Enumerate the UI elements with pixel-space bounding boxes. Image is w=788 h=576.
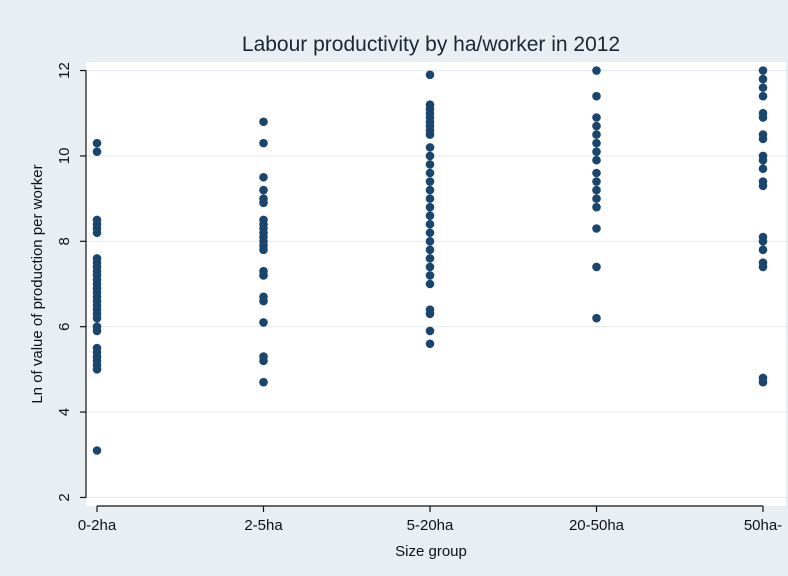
data-point-5-20ha-74 (425, 254, 435, 263)
data-points (92, 66, 768, 455)
data-point-50ha--103 (758, 113, 768, 122)
data-point-2-5ha-45 (259, 271, 268, 280)
data-point-50ha--113 (758, 245, 768, 255)
data-point-50ha--99 (758, 74, 768, 84)
data-point-20-50ha-82 (592, 66, 601, 75)
data-point-2-5ha-31 (259, 138, 268, 148)
data-point-50ha--117 (758, 377, 768, 387)
data-point-5-20ha-81 (425, 339, 435, 349)
y-tick-label-4: 4 (56, 408, 73, 416)
data-point-50ha--98 (758, 66, 768, 75)
x-tick-label-0-2ha: 0-2ha (78, 517, 117, 534)
data-point-5-20ha-80 (425, 326, 435, 336)
data-point-20-50ha-94 (592, 202, 601, 212)
y-tick-label-2: 2 (56, 493, 73, 501)
data-point-20-50ha-86 (592, 130, 601, 139)
data-point-5-20ha-72 (425, 237, 435, 246)
data-point-0-2ha-22 (92, 326, 102, 336)
data-point-2-5ha-35 (259, 198, 268, 208)
data-point-5-20ha-60 (425, 130, 435, 139)
data-point-2-5ha-32 (259, 172, 268, 182)
data-point-2-5ha-47 (259, 296, 268, 306)
x-axis-label: Size group (395, 543, 467, 560)
data-point-50ha--108 (758, 164, 768, 174)
data-point-0-2ha-0 (92, 138, 102, 148)
data-point-20-50ha-96 (592, 262, 601, 272)
data-point-50ha--112 (758, 237, 768, 246)
data-point-0-2ha-1 (92, 147, 102, 156)
x-tick-label-20-50ha: 20-50ha (569, 517, 625, 534)
data-point-5-20ha-76 (425, 271, 435, 280)
data-point-5-20ha-71 (425, 228, 435, 238)
data-point-0-2ha-29 (92, 446, 102, 455)
data-point-5-20ha-67 (425, 194, 435, 203)
data-point-20-50ha-97 (592, 313, 601, 323)
data-point-5-20ha-70 (425, 219, 435, 229)
data-point-50ha--101 (758, 91, 768, 101)
y-axis-label: Ln of value of production per worker (29, 164, 46, 403)
data-point-20-50ha-91 (592, 177, 601, 186)
data-point-20-50ha-92 (592, 185, 601, 195)
data-point-2-5ha-43 (259, 245, 268, 255)
data-point-5-20ha-52 (425, 70, 435, 80)
chart-title: Labour productivity by ha/worker in 2012 (242, 33, 620, 56)
data-point-50ha--115 (758, 262, 768, 272)
data-point-20-50ha-87 (592, 138, 601, 148)
x-tick-label-5-20ha: 5-20ha (407, 517, 454, 534)
data-point-20-50ha-83 (592, 91, 601, 101)
plot-area (86, 62, 786, 506)
data-point-50ha--110 (758, 181, 768, 191)
data-point-2-5ha-51 (259, 377, 268, 387)
data-point-20-50ha-89 (592, 155, 601, 165)
y-tick-label-6: 6 (56, 323, 73, 331)
axes (80, 69, 764, 512)
data-point-2-5ha-33 (259, 185, 268, 195)
data-point-0-2ha-28 (92, 365, 102, 374)
tick-labels: 2 4 6 8 10 12 0-2ha 2-5ha 5-20ha 20-50ha 50ha- (56, 62, 782, 534)
data-point-0-2ha-20 (92, 313, 102, 323)
data-point-0-2ha-5 (92, 228, 102, 238)
data-point-2-5ha-50 (259, 356, 268, 366)
data-point-2-5ha-30 (259, 117, 268, 127)
x-tick-label-2-5ha: 2-5ha (244, 517, 283, 534)
data-point-5-20ha-61 (425, 143, 435, 152)
data-point-20-50ha-88 (592, 147, 601, 156)
data-point-2-5ha-48 (259, 318, 268, 327)
data-point-5-20ha-77 (425, 279, 435, 289)
data-point-5-20ha-63 (425, 160, 435, 169)
data-point-50ha--107 (758, 155, 768, 165)
data-point-5-20ha-79 (425, 309, 435, 319)
data-point-5-20ha-64 (425, 168, 435, 178)
data-point-50ha--100 (758, 83, 768, 92)
data-point-5-20ha-75 (425, 262, 435, 272)
data-point-5-20ha-62 (425, 151, 435, 161)
y-tick-label-8: 8 (56, 237, 73, 245)
data-point-20-50ha-84 (592, 113, 601, 122)
data-point-5-20ha-66 (425, 185, 435, 195)
y-tick-label-12: 12 (56, 62, 73, 79)
data-point-20-50ha-95 (592, 224, 601, 233)
data-point-5-20ha-73 (425, 245, 435, 255)
data-point-20-50ha-90 (592, 168, 601, 178)
data-point-5-20ha-65 (425, 177, 435, 186)
x-tick-label-50ha-: 50ha- (744, 517, 782, 534)
data-point-5-20ha-68 (425, 202, 435, 212)
y-tick-label-10: 10 (56, 148, 73, 165)
data-point-20-50ha-85 (592, 121, 601, 131)
data-point-50ha--105 (758, 134, 768, 144)
grid-lines (86, 69, 786, 499)
data-point-5-20ha-69 (425, 211, 435, 220)
data-point-20-50ha-93 (592, 194, 601, 203)
